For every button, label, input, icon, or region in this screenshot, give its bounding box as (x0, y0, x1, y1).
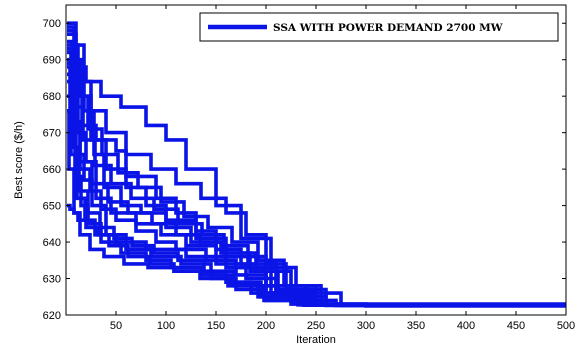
series-line-11 (67, 94, 566, 307)
series-line-14 (67, 47, 566, 307)
y-tick-label: 690 (43, 55, 61, 67)
x-tick-label: 150 (207, 320, 225, 332)
x-tick-label: 300 (357, 320, 375, 332)
y-tick-label: 680 (43, 91, 61, 103)
x-tick-label: 400 (457, 320, 475, 332)
series-line-4 (67, 50, 566, 307)
series-line-16 (67, 203, 566, 307)
y-tick-label: 650 (43, 201, 61, 213)
y-tick-label: 670 (43, 128, 61, 140)
x-tick-label: 350 (407, 320, 425, 332)
x-tick-label: 200 (257, 320, 275, 332)
legend-label: SSA WITH POWER DEMAND 2700 MW (273, 22, 503, 34)
series-line-15 (67, 61, 566, 307)
y-axis: 620 630 640 650 660 670 680 690 700 (43, 18, 566, 322)
series-line-5 (67, 57, 566, 307)
y-tick-label: 700 (43, 18, 61, 30)
x-tick-label: 100 (157, 320, 175, 332)
y-tick-label: 640 (43, 237, 61, 249)
y-tick-label: 630 (43, 274, 61, 286)
x-tick-label: 450 (507, 320, 525, 332)
y-tick-label: 660 (43, 164, 61, 176)
x-axis: 50 100 150 200 250 300 350 400 450 500 (110, 5, 575, 332)
legend: SSA WITH POWER DEMAND 2700 MW (199, 12, 559, 42)
series-line-9 (67, 72, 566, 307)
series-line-7 (67, 79, 566, 307)
series-layer (67, 21, 566, 308)
series-line-12 (67, 32, 566, 307)
y-tick-label: 620 (43, 310, 61, 322)
x-axis-label: Iteration (296, 334, 336, 346)
x-tick-label: 250 (307, 320, 325, 332)
x-tick-label: 50 (110, 320, 122, 332)
plot-frame (65, 4, 567, 316)
y-axis-label: Best score ($/h) (13, 121, 25, 199)
x-tick-label: 500 (557, 320, 575, 332)
